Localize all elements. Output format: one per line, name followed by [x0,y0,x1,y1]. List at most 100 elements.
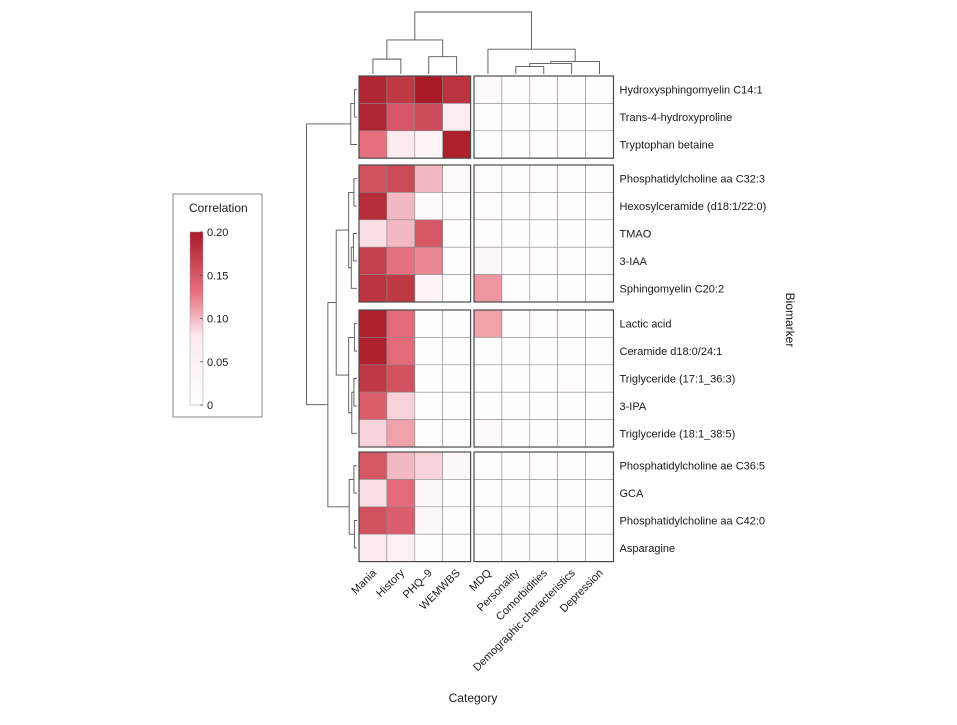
heatmap-cell [501,364,531,393]
colorbar-tick-label: 0.05 [207,357,228,369]
heatmap-cell [585,164,614,193]
heatmap-cell [386,451,416,480]
cluster-block [358,75,472,159]
heatmap-cell [501,479,531,508]
cluster-block [473,164,615,303]
dendrogram-branch [353,323,357,352]
dendrogram-branch [372,58,402,74]
row-label: Triglyceride (18:1_38:5) [620,428,736,440]
heatmap-cell [529,130,558,159]
heatmap-cell [529,75,558,104]
heatmap-cell [358,274,388,303]
row-label: Lactic acid [620,319,672,331]
row-label: Asparagine [620,543,676,555]
heatmap-cell [529,274,558,303]
dendrogram-branch [352,233,357,262]
heatmap-cell [529,219,558,248]
colorbar-tick-label: 0 [207,400,213,412]
heatmap-cell [442,391,471,420]
heatmap-cell [473,130,503,159]
heatmap-cell [501,419,531,448]
dendrogram-branch [353,378,357,407]
heatmap-cell [585,309,614,338]
row-label: Triglyceride (17:1_36:3) [620,374,736,386]
dendrogram-branch [515,66,545,74]
heatmap-cell [473,337,503,366]
heatmap-cell [501,246,531,275]
dendrogram-branch [327,302,350,508]
heatmap-cell [414,246,443,275]
heatmap-cell [358,219,388,248]
heatmap-cell [473,192,503,221]
colorbar-ticks: 0 0.05 0.10 0.15 0.20 [200,227,228,412]
heatmap-cell [473,309,503,338]
heatmap-cell [386,164,416,193]
colorbar-title: Correlation [189,201,248,215]
heatmap-cell [442,533,471,562]
row-label: Phosphatidylcholine aa C42:0 [620,516,766,528]
heatmap-cell [386,192,416,221]
heatmap-cell [529,103,558,132]
dendrogram-branch [350,102,357,145]
heatmap-cell [358,364,388,393]
heatmap-cell [557,364,586,393]
row-label: GCA [620,488,645,500]
heatmap-cell [529,192,558,221]
heatmap-cell [386,479,416,508]
heatmap-cell [442,479,471,508]
heatmap-cell [442,506,471,535]
heatmap-cell [358,75,388,104]
heatmap-cell [358,309,388,338]
heatmap-cell [386,419,416,448]
cluster-block [473,309,615,448]
heatmap-cell [585,246,614,275]
dendrogram-branch [428,56,458,74]
row-label: TMAO [620,229,652,241]
row-label: Sphingomyelin C20:2 [620,283,725,295]
cluster-block [473,451,615,563]
heatmap-cell [386,533,416,562]
heatmap-cell [529,479,558,508]
heatmap-cell [501,130,531,159]
heatmap-cell [585,274,614,303]
cluster-block [358,164,472,303]
heatmap-cell [358,419,388,448]
heatmap-cell [386,219,416,248]
heatmap-cell [501,219,531,248]
dendrogram-branch [414,11,532,50]
heatmap-cell [414,130,443,159]
heatmap-cell [473,479,503,508]
heatmap-cell [386,337,416,366]
heatmap-cell [414,103,443,132]
colorbar-tick-label: 0.20 [207,227,228,239]
heatmap-cell [473,274,503,303]
heatmap-cell [386,391,416,420]
dendrogram-branch [529,63,573,74]
row-label: Trans-4-hydroxyproline [620,112,733,124]
heatmap-cell [442,103,471,132]
heatmap-cell [358,391,388,420]
heatmap-cell [473,506,503,535]
heatmap-cell [358,337,388,366]
heatmap-cell [557,533,586,562]
heatmap-cell [501,337,531,366]
heatmap-cell [501,103,531,132]
heatmap-cell [529,533,558,562]
heatmap-cell [473,451,503,480]
heatmap-cell [557,506,586,535]
heatmap-cell [557,103,586,132]
cluster-block-borders [358,75,615,563]
dendrogram-branch [353,520,357,549]
heatmap-cell [501,391,531,420]
heatmap-cell [557,130,586,159]
heatmap-cell [529,451,558,480]
heatmap-cell [557,309,586,338]
heatmap-cells [358,75,614,562]
heatmap-cell [442,451,471,480]
heatmap-cell [386,103,416,132]
heatmap-cell [529,246,558,275]
heatmap-cell [414,192,443,221]
dendrogram-branch [353,89,357,118]
